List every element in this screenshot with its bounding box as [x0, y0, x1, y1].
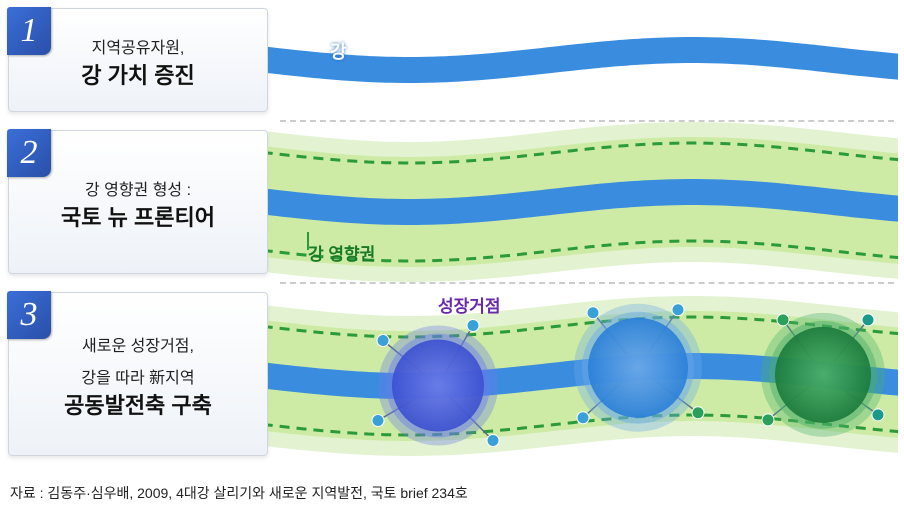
card-1: 1 지역공유자원, 강 가치 증진 [8, 8, 268, 112]
label-zone: 강 영향권 [308, 240, 375, 265]
card-2-sub: 강 영향권 형성 : [85, 176, 191, 200]
graphic-1: 강 [268, 0, 904, 120]
label-river: 강 [330, 38, 347, 64]
row-1: 1 지역공유자원, 강 가치 증진 강 [0, 0, 904, 120]
badge-3: 3 [7, 291, 51, 339]
card-3-sub2: 강을 따라 新지역 [81, 364, 194, 388]
card-2: 2 강 영향권 형성 : 국토 뉴 프론티어 [8, 130, 268, 274]
card-2-title: 국토 뉴 프론티어 [61, 204, 215, 233]
source-text: 자료 : 김동주·심우배, 2009, 4대강 살리기와 새로운 지역발전, 국… [10, 483, 468, 503]
badge-2: 2 [7, 129, 51, 177]
row-2: 2 강 영향권 형성 : 국토 뉴 프론티어 강 영향권 [0, 122, 904, 282]
card-1-title: 강 가치 증진 [81, 62, 194, 91]
card-3-title: 공동발전축 구축 [64, 392, 212, 421]
card-1-sub: 지역공유자원, [92, 34, 185, 58]
badge-1: 1 [7, 7, 51, 55]
card-3-sub1: 새로운 성장거점, [82, 332, 194, 356]
graphic-3: 성장거점 [268, 284, 904, 464]
label-hub: 성장거점 [438, 292, 501, 317]
graphic-2: 강 영향권 [268, 122, 904, 282]
card-3: 3 새로운 성장거점, 강을 따라 新지역 공동발전축 구축 [8, 292, 268, 456]
row-3: 3 새로운 성장거점, 강을 따라 新지역 공동발전축 구축 성장거점 [0, 284, 904, 464]
